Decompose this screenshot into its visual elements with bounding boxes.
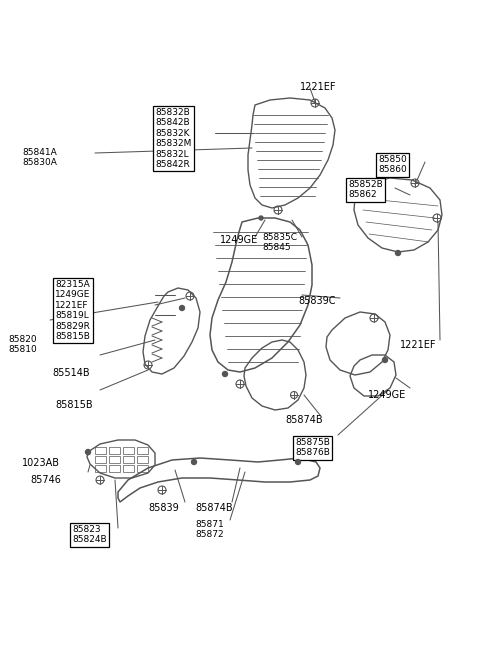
Text: 85746: 85746 [30, 475, 61, 485]
Text: 1249GE: 1249GE [368, 390, 406, 400]
Bar [109, 465, 120, 472]
Bar [123, 465, 134, 472]
Text: 1023AB: 1023AB [22, 458, 60, 468]
Text: 85820
85810: 85820 85810 [8, 335, 37, 354]
Text: 85874B: 85874B [285, 415, 323, 425]
Text: 82315A
1249GE
1221EF
85819L
85829R
85815B: 82315A 1249GE 1221EF 85819L 85829R 85815… [55, 280, 90, 341]
Text: 85850
85860: 85850 85860 [378, 155, 407, 174]
Text: 85815B: 85815B [55, 400, 93, 410]
Text: 85839: 85839 [148, 503, 179, 513]
Circle shape [396, 250, 400, 255]
Bar [137, 465, 148, 472]
Bar [109, 447, 120, 454]
Bar [95, 465, 106, 472]
Text: 85832B
85842B
85832K
85832M
85832L
85842R: 85832B 85842B 85832K 85832M 85832L 85842… [155, 108, 192, 169]
Text: 85874B: 85874B [195, 503, 233, 513]
Text: 85871
85872: 85871 85872 [195, 520, 224, 540]
Text: 1249GE: 1249GE [220, 235, 258, 245]
Text: 85823
85824B: 85823 85824B [72, 525, 107, 544]
Circle shape [192, 460, 196, 464]
Text: 85841A
85830A: 85841A 85830A [22, 148, 57, 168]
Circle shape [223, 371, 228, 377]
Circle shape [383, 358, 387, 362]
Circle shape [180, 305, 184, 310]
Bar [137, 447, 148, 454]
Text: 85835C
85845: 85835C 85845 [262, 233, 297, 252]
Text: 85839C: 85839C [298, 296, 336, 306]
Text: 1221EF: 1221EF [300, 82, 336, 92]
Circle shape [259, 216, 263, 220]
Text: 85852B
85862: 85852B 85862 [348, 180, 383, 199]
Bar [95, 456, 106, 463]
Text: 85875B
85876B: 85875B 85876B [295, 438, 330, 457]
Bar [123, 456, 134, 463]
Text: 1221EF: 1221EF [400, 340, 436, 350]
Bar [109, 456, 120, 463]
Circle shape [85, 449, 91, 455]
Bar [95, 447, 106, 454]
Text: 85514B: 85514B [52, 368, 90, 378]
Bar [137, 456, 148, 463]
Circle shape [296, 460, 300, 464]
Bar [123, 447, 134, 454]
